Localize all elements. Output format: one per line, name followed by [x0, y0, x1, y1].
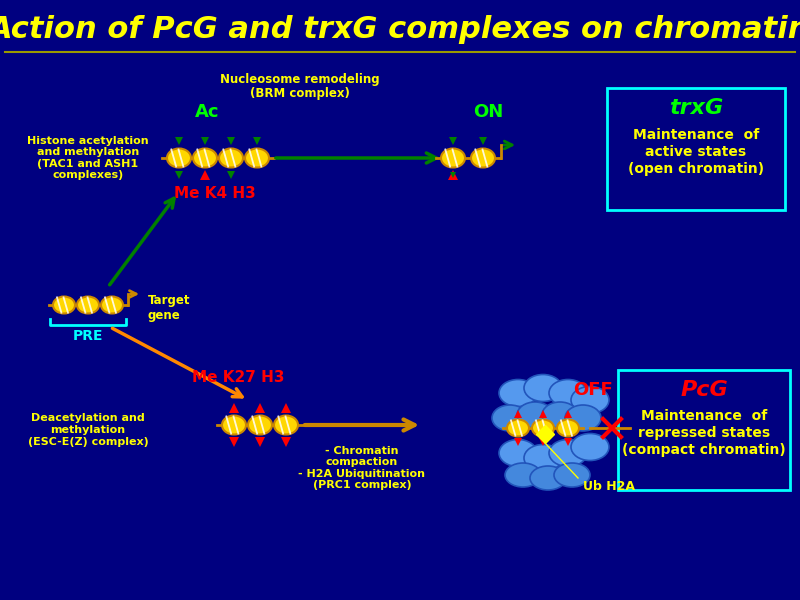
Text: trxG: trxG — [669, 98, 723, 118]
Ellipse shape — [274, 415, 298, 434]
Text: - Chromatin
compaction
- H2A Ubiquitination
(PRC1 complex): - Chromatin compaction - H2A Ubiquitinat… — [298, 446, 426, 490]
Text: PRE: PRE — [73, 329, 103, 343]
Text: OFF: OFF — [573, 381, 613, 399]
Text: Nucleosome remodeling: Nucleosome remodeling — [220, 73, 380, 86]
Ellipse shape — [507, 419, 529, 437]
Text: Target
gene: Target gene — [148, 294, 190, 322]
Ellipse shape — [571, 433, 609, 461]
Ellipse shape — [248, 415, 272, 434]
Ellipse shape — [77, 296, 99, 313]
Ellipse shape — [571, 386, 609, 413]
Text: repressed states: repressed states — [638, 426, 770, 440]
Ellipse shape — [517, 402, 553, 428]
Ellipse shape — [101, 296, 123, 313]
Ellipse shape — [532, 419, 554, 437]
Ellipse shape — [53, 296, 75, 313]
Text: Maintenance  of: Maintenance of — [633, 128, 759, 142]
Text: Maintenance  of: Maintenance of — [641, 409, 767, 423]
Text: PcG: PcG — [680, 380, 728, 400]
Ellipse shape — [565, 405, 601, 431]
Ellipse shape — [524, 374, 562, 401]
Text: active states: active states — [646, 145, 746, 159]
Ellipse shape — [222, 415, 246, 434]
FancyBboxPatch shape — [607, 88, 785, 210]
Text: Ub H2A: Ub H2A — [583, 479, 635, 493]
Ellipse shape — [499, 439, 537, 467]
Ellipse shape — [549, 379, 587, 407]
Text: Me K4 H3: Me K4 H3 — [174, 185, 256, 200]
Text: (BRM complex): (BRM complex) — [250, 86, 350, 100]
FancyBboxPatch shape — [618, 370, 790, 490]
Ellipse shape — [441, 148, 465, 167]
Text: (compact chromatin): (compact chromatin) — [622, 443, 786, 457]
Ellipse shape — [193, 148, 217, 167]
Text: Action of PcG and trxG complexes on chromatin: Action of PcG and trxG complexes on chro… — [0, 16, 800, 44]
Ellipse shape — [219, 148, 243, 167]
Text: Histone acetylation
and methylation
(TAC1 and ASH1
complexes): Histone acetylation and methylation (TAC… — [27, 136, 149, 181]
Ellipse shape — [492, 405, 528, 431]
Ellipse shape — [549, 439, 587, 467]
Ellipse shape — [542, 402, 578, 428]
Ellipse shape — [524, 445, 562, 472]
Ellipse shape — [245, 148, 269, 167]
Ellipse shape — [557, 419, 579, 437]
Text: ON: ON — [473, 103, 503, 121]
Ellipse shape — [499, 379, 537, 407]
Ellipse shape — [471, 148, 495, 167]
Text: Me K27 H3: Me K27 H3 — [192, 370, 284, 385]
Ellipse shape — [554, 463, 590, 487]
Text: (open chromatin): (open chromatin) — [628, 162, 764, 176]
Ellipse shape — [167, 148, 191, 167]
Text: Ac: Ac — [194, 103, 219, 121]
Text: Deacetylation and
methylation
(ESC-E(Z) complex): Deacetylation and methylation (ESC-E(Z) … — [28, 413, 148, 446]
Ellipse shape — [505, 463, 541, 487]
Ellipse shape — [530, 466, 566, 490]
